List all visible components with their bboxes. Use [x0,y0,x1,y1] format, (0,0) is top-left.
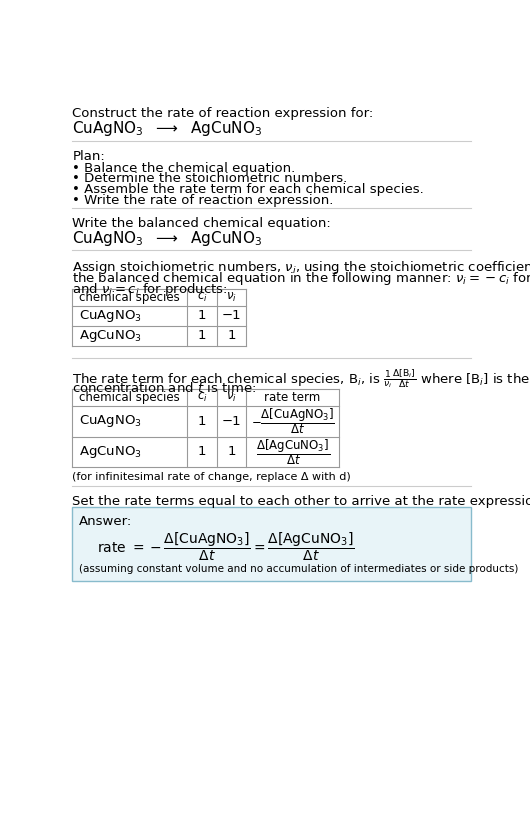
Text: and $\nu_i = c_i$ for products:: and $\nu_i = c_i$ for products: [73,281,228,298]
Text: • Assemble the rate term for each chemical species.: • Assemble the rate term for each chemic… [73,183,424,197]
Text: Set the rate terms equal to each other to arrive at the rate expression:: Set the rate terms equal to each other t… [73,495,530,508]
Text: CuAgNO$_3$: CuAgNO$_3$ [78,307,142,323]
Text: CuAgNO$_3$: CuAgNO$_3$ [78,413,142,429]
Text: concentration and $t$ is time:: concentration and $t$ is time: [73,381,257,395]
Text: 1: 1 [198,329,206,342]
Text: 1: 1 [227,445,235,459]
Text: $c_i$: $c_i$ [197,391,207,404]
Text: CuAgNO$_3$  $\longrightarrow$  AgCuNO$_3$: CuAgNO$_3$ $\longrightarrow$ AgCuNO$_3$ [73,119,263,139]
FancyBboxPatch shape [73,507,471,580]
Text: −1: −1 [222,415,241,428]
Text: AgCuNO$_3$: AgCuNO$_3$ [78,328,142,344]
Text: Write the balanced chemical equation:: Write the balanced chemical equation: [73,217,331,230]
Text: • Balance the chemical equation.: • Balance the chemical equation. [73,161,296,175]
Text: $c_i$: $c_i$ [197,291,207,304]
Text: Assign stoichiometric numbers, $\nu_i$, using the stoichiometric coefficients, $: Assign stoichiometric numbers, $\nu_i$, … [73,260,530,276]
Text: Plan:: Plan: [73,150,105,163]
Text: −1: −1 [222,309,241,322]
Text: Construct the rate of reaction expression for:: Construct the rate of reaction expressio… [73,107,374,120]
Text: CuAgNO$_3$  $\longrightarrow$  AgCuNO$_3$: CuAgNO$_3$ $\longrightarrow$ AgCuNO$_3$ [73,228,263,248]
Text: The rate term for each chemical species, B$_i$, is $\frac{1}{\nu_i}\frac{\Delta[: The rate term for each chemical species,… [73,367,530,391]
Text: chemical species: chemical species [80,391,180,404]
Text: (for infinitesimal rate of change, replace Δ with d): (for infinitesimal rate of change, repla… [73,472,351,482]
Text: • Determine the stoichiometric numbers.: • Determine the stoichiometric numbers. [73,172,348,186]
Text: 1: 1 [198,415,206,428]
Text: $-\dfrac{\Delta[\mathrm{CuAgNO_3}]}{\Delta t}$: $-\dfrac{\Delta[\mathrm{CuAgNO_3}]}{\Del… [251,407,334,436]
Text: $\dfrac{\Delta[\mathrm{AgCuNO_3}]}{\Delta t}$: $\dfrac{\Delta[\mathrm{AgCuNO_3}]}{\Delt… [255,437,330,467]
Text: 1: 1 [198,445,206,459]
Text: the balanced chemical equation in the following manner: $\nu_i = -c_i$ for react: the balanced chemical equation in the fo… [73,270,530,287]
Text: $\nu_i$: $\nu_i$ [226,391,237,404]
Text: rate term: rate term [264,391,321,404]
Text: 1: 1 [198,309,206,322]
Text: AgCuNO$_3$: AgCuNO$_3$ [78,444,142,460]
Text: rate $= -\dfrac{\Delta[\mathrm{CuAgNO_3}]}{\Delta t} = \dfrac{\Delta[\mathrm{AgC: rate $= -\dfrac{\Delta[\mathrm{CuAgNO_3}… [97,531,355,563]
Text: $\nu_i$: $\nu_i$ [226,291,237,304]
Text: chemical species: chemical species [80,291,180,303]
Text: Answer:: Answer: [78,515,132,528]
Text: • Write the rate of reaction expression.: • Write the rate of reaction expression. [73,194,334,207]
Text: 1: 1 [227,329,235,342]
Text: (assuming constant volume and no accumulation of intermediates or side products): (assuming constant volume and no accumul… [78,564,518,575]
